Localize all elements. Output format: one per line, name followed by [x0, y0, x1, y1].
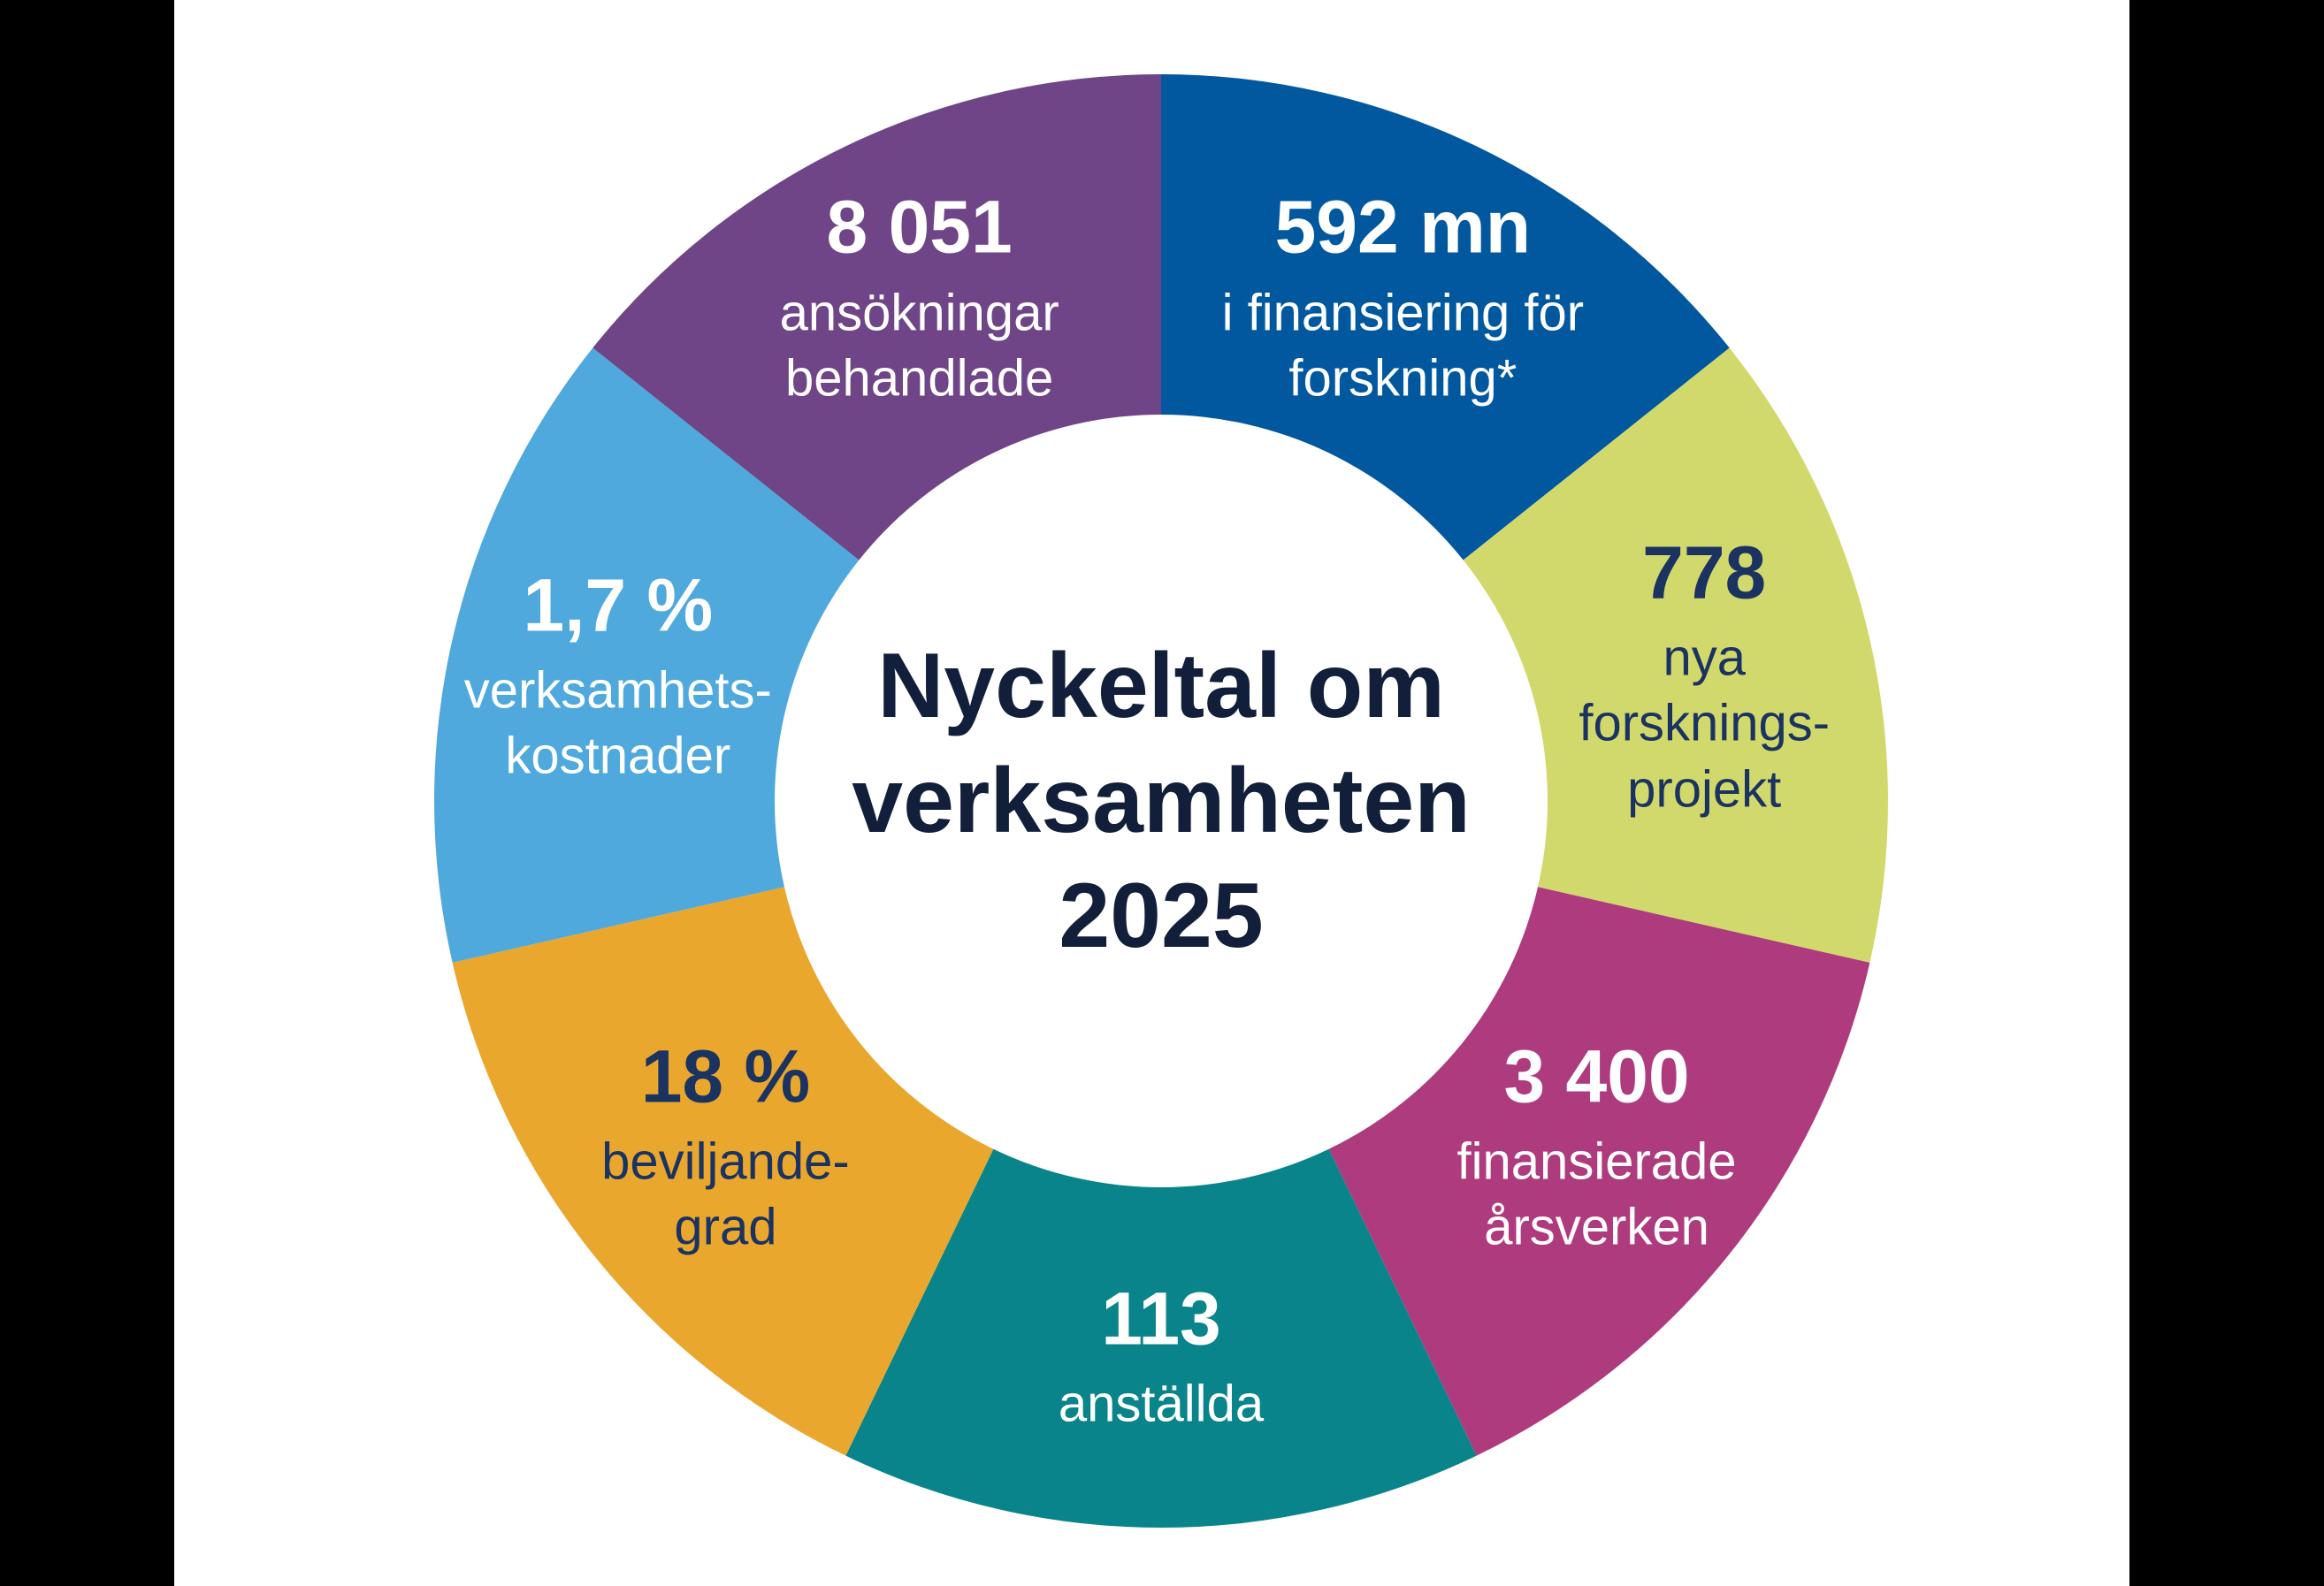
donut-chart: [433, 74, 1888, 1528]
donut-segment-anstallda: [845, 1148, 1477, 1528]
donut-segment-arsverken: [1328, 887, 1870, 1456]
donut-segment-finansiering: [1161, 74, 1730, 560]
chart-center-title: Nyckeltal om verksamheten 2025: [852, 635, 1471, 967]
donut-segment-ansokningar: [592, 74, 1161, 560]
infographic-canvas: 592 mn i finansiering för forskning* 778 ny…: [174, 0, 2129, 1586]
donut-segment-verksamhetskostnader: [433, 347, 860, 963]
donut-segment-forskningsprojekt: [1463, 347, 1888, 963]
donut-segment-beviljandegrad: [452, 887, 994, 1456]
